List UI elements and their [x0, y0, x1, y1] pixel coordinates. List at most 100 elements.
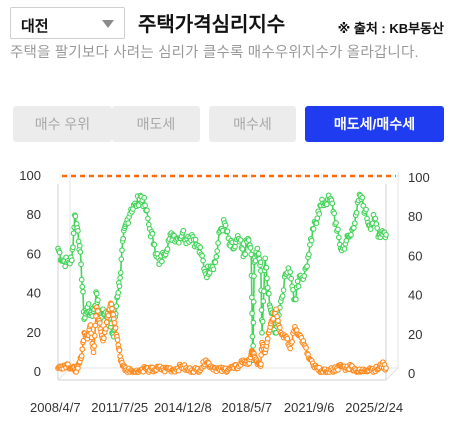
- data-point-buy: [316, 211, 323, 217]
- tab-buy-trend[interactable]: 매수세: [209, 106, 296, 142]
- y-tick-right: 80: [408, 209, 422, 224]
- data-point-buy: [250, 343, 256, 349]
- data-point-buy: [85, 301, 92, 307]
- data-point-buy: [259, 318, 266, 325]
- data-point-buy: [68, 257, 75, 264]
- data-point-buy: [212, 259, 219, 266]
- data-point-buy: [78, 261, 84, 268]
- chart-frame: [57, 172, 399, 381]
- data-point-buy: [360, 202, 367, 209]
- y-tick-left: 40: [27, 286, 41, 301]
- y-tick-left: 60: [27, 246, 41, 261]
- data-point-buy: [372, 215, 379, 222]
- data-point-buy: [245, 237, 252, 243]
- y-tick-right: 0: [408, 366, 415, 381]
- data-point-sell: [92, 322, 99, 329]
- data-point-buy: [141, 194, 148, 201]
- x-tick-label: 2025/2/24: [345, 400, 403, 415]
- data-point-buy: [363, 206, 369, 213]
- data-point-buy: [258, 307, 265, 313]
- data-point-buy: [164, 246, 171, 252]
- data-point-sell: [112, 325, 119, 331]
- data-point-buy: [120, 235, 127, 242]
- data-point-sell: [258, 361, 264, 367]
- y-tick-left: 80: [27, 207, 41, 222]
- data-point-buy: [249, 310, 255, 317]
- region-select-value: 대전: [21, 18, 49, 35]
- data-point-buy: [259, 329, 265, 336]
- data-point-buy: [192, 236, 199, 243]
- data-point-buy: [295, 283, 302, 290]
- data-point-buy: [350, 225, 357, 231]
- data-point-buy: [222, 222, 229, 229]
- data-point-sell: [114, 337, 121, 343]
- data-point-buy: [242, 251, 249, 258]
- data-point-sell: [277, 324, 283, 331]
- x-tick-label: 2018/5/7: [221, 400, 272, 415]
- page-title: 주택가격심리지수: [138, 14, 286, 36]
- data-point-buy: [80, 288, 86, 295]
- tab-buy-advantage[interactable]: 매수 우위: [13, 106, 112, 142]
- data-point-buy: [135, 202, 142, 209]
- data-point-buy: [214, 248, 221, 254]
- data-point-buy: [333, 220, 339, 226]
- data-point-buy: [304, 263, 310, 270]
- data-point-buy: [75, 228, 81, 234]
- data-point-buy: [72, 213, 79, 220]
- data-point-buy: [261, 288, 267, 295]
- data-point-buy: [117, 275, 123, 281]
- data-point-sell: [91, 343, 98, 349]
- data-point-buy: [115, 289, 122, 296]
- data-point-buy: [255, 250, 262, 257]
- y-tick-right: 100: [408, 170, 430, 185]
- data-point-buy: [262, 255, 269, 262]
- tab-sell-trend[interactable]: 매도세: [112, 106, 200, 142]
- region-select[interactable]: 대전: [10, 7, 125, 39]
- data-point-buy: [77, 249, 84, 255]
- data-point-buy: [248, 251, 255, 258]
- y-tick-right: 20: [408, 327, 422, 342]
- y-tick-left: 0: [34, 364, 41, 379]
- y-tick-left: 100: [19, 168, 41, 183]
- y-tick-left: 20: [27, 325, 41, 340]
- data-point-sell: [383, 365, 389, 371]
- data-point-buy: [331, 210, 338, 217]
- data-point-buy: [119, 247, 125, 254]
- data-point-sell: [95, 308, 101, 314]
- data-point-buy: [288, 275, 295, 282]
- data-point-buy: [329, 200, 336, 207]
- data-point-sell: [87, 322, 94, 328]
- data-point-buy: [260, 298, 267, 305]
- data-point-buy: [79, 283, 86, 290]
- data-point-buy: [383, 231, 389, 238]
- data-point-buy: [279, 293, 286, 299]
- data-point-buy: [76, 242, 83, 249]
- chevron-down-icon: [102, 20, 114, 28]
- series-layer: [55, 191, 389, 375]
- data-point-sell: [108, 301, 115, 308]
- data-point-sell: [101, 335, 107, 342]
- data-point-buy: [348, 231, 354, 238]
- data-point-sell: [111, 319, 118, 326]
- data-point-buy: [215, 240, 221, 246]
- data-point-sell: [102, 326, 109, 332]
- data-point-buy: [56, 249, 63, 256]
- data-point-buy: [232, 243, 238, 250]
- data-point-buy: [359, 194, 366, 201]
- data-point-buy: [323, 201, 330, 208]
- data-point-buy: [116, 283, 123, 290]
- data-point-buy: [257, 259, 264, 266]
- sentiment-chart: 0 0 20 20 40 40 60 60 80 80 100 100 2008/4/7 2011/7/2…: [19, 168, 430, 415]
- tab-sell-buy-trend[interactable]: 매도세/매수세: [305, 106, 444, 142]
- y-tick-right: 60: [408, 248, 422, 263]
- data-point-buy: [353, 209, 360, 216]
- data-point-sell: [273, 306, 279, 313]
- data-point-buy: [249, 333, 256, 340]
- data-point-buy: [224, 228, 231, 235]
- x-tick-label: 2014/12/8: [154, 400, 212, 415]
- data-point-buy: [70, 244, 76, 251]
- data-point-sell: [275, 317, 281, 324]
- data-point-buy: [117, 269, 124, 276]
- data-point-buy: [144, 207, 150, 214]
- data-point-buy: [266, 290, 272, 297]
